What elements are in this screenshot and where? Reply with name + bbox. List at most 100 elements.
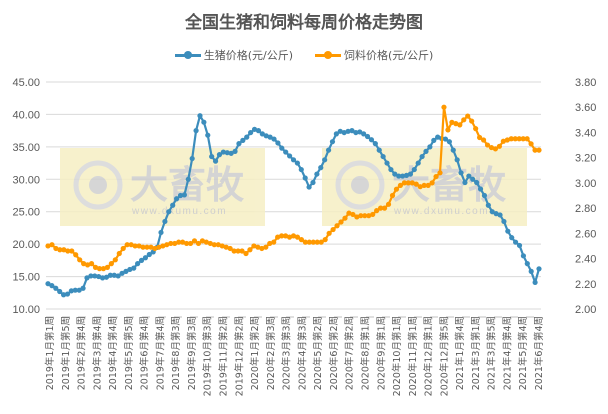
data-point[interactable] (473, 126, 479, 132)
data-point[interactable] (445, 127, 451, 133)
data-point[interactable] (520, 136, 526, 142)
data-point[interactable] (104, 264, 110, 270)
data-point[interactable] (99, 275, 106, 281)
data-point[interactable] (255, 244, 261, 250)
data-point[interactable] (465, 113, 471, 119)
data-point[interactable] (469, 118, 475, 124)
data-point[interactable] (504, 137, 510, 143)
data-point[interactable] (279, 145, 285, 151)
data-point[interactable] (372, 141, 378, 147)
data-point[interactable] (358, 213, 364, 219)
data-point[interactable] (441, 104, 447, 110)
data-point[interactable] (354, 214, 360, 220)
data-point[interactable] (81, 261, 87, 267)
data-point[interactable] (421, 182, 427, 189)
data-point[interactable] (100, 266, 107, 272)
data-point[interactable] (508, 136, 514, 142)
data-point[interactable] (306, 184, 312, 190)
data-point[interactable] (509, 235, 515, 241)
data-point[interactable] (88, 273, 94, 279)
data-point[interactable] (119, 270, 125, 276)
data-point[interactable] (49, 242, 55, 248)
data-point[interactable] (353, 129, 359, 136)
data-point[interactable] (259, 131, 265, 137)
data-point[interactable] (454, 157, 460, 163)
data-point[interactable] (282, 233, 289, 239)
data-point[interactable] (84, 275, 90, 281)
data-point[interactable] (458, 170, 464, 176)
data-point[interactable] (205, 132, 211, 138)
data-point[interactable] (349, 128, 355, 134)
data-point[interactable] (244, 134, 250, 140)
data-point[interactable] (177, 192, 184, 199)
data-point[interactable] (189, 155, 195, 162)
data-point[interactable] (409, 180, 415, 186)
data-point[interactable] (108, 261, 114, 267)
data-point[interactable] (496, 143, 503, 149)
data-point[interactable] (532, 147, 538, 153)
data-point[interactable] (314, 239, 320, 245)
data-point[interactable] (128, 242, 134, 248)
data-point[interactable] (251, 243, 257, 249)
data-point[interactable] (466, 173, 472, 179)
data-point[interactable] (492, 146, 499, 152)
data-point[interactable] (405, 180, 411, 186)
data-point[interactable] (381, 205, 388, 211)
data-point[interactable] (513, 239, 519, 245)
data-point[interactable] (170, 202, 176, 208)
data-point[interactable] (195, 240, 202, 247)
data-point[interactable] (329, 139, 336, 145)
data-point[interactable] (429, 180, 435, 186)
data-point[interactable] (211, 242, 217, 248)
data-point[interactable] (427, 144, 433, 150)
data-point[interactable] (88, 261, 95, 267)
data-point[interactable] (461, 117, 467, 123)
data-point[interactable] (480, 137, 487, 143)
data-point[interactable] (520, 253, 527, 259)
data-point[interactable] (68, 288, 74, 294)
data-point[interactable] (215, 242, 221, 248)
data-point[interactable] (267, 134, 273, 140)
data-point[interactable] (450, 147, 456, 153)
data-point[interactable] (146, 251, 152, 258)
data-point[interactable] (203, 239, 209, 245)
data-point[interactable] (80, 285, 86, 291)
data-point[interactable] (437, 170, 443, 176)
data-point[interactable] (176, 239, 182, 245)
data-point[interactable] (152, 245, 158, 252)
data-point[interactable] (180, 239, 186, 245)
data-point[interactable] (350, 211, 356, 218)
data-point[interactable] (271, 239, 277, 245)
data-point[interactable] (457, 122, 463, 128)
data-point[interactable] (57, 247, 63, 253)
data-point[interactable] (216, 152, 223, 158)
data-point[interactable] (240, 137, 246, 143)
data-point[interactable] (318, 165, 324, 171)
legend-item-feed-price[interactable]: 饲料价格(元/公斤) (315, 47, 433, 63)
data-point[interactable] (505, 228, 511, 234)
data-point[interactable] (92, 264, 99, 270)
data-point[interactable] (392, 171, 398, 177)
data-point[interactable] (187, 240, 194, 247)
data-point[interactable] (488, 144, 495, 151)
data-point[interactable] (115, 273, 121, 279)
data-point[interactable] (271, 136, 277, 142)
data-point[interactable] (532, 279, 538, 286)
data-point[interactable] (267, 240, 273, 247)
data-point[interactable] (393, 186, 400, 192)
data-point[interactable] (384, 160, 390, 166)
data-point[interactable] (131, 265, 137, 271)
data-point[interactable] (417, 184, 423, 190)
data-point[interactable] (470, 176, 476, 182)
data-point[interactable] (158, 229, 164, 236)
data-point[interactable] (481, 192, 488, 199)
data-point[interactable] (314, 171, 320, 177)
data-point[interactable] (516, 136, 522, 142)
data-point[interactable] (162, 218, 168, 225)
data-point[interactable] (536, 266, 542, 272)
data-point[interactable] (326, 230, 332, 236)
data-point[interactable] (310, 179, 316, 186)
data-point[interactable] (219, 243, 225, 249)
data-point[interactable] (191, 238, 198, 244)
data-point[interactable] (57, 288, 63, 295)
